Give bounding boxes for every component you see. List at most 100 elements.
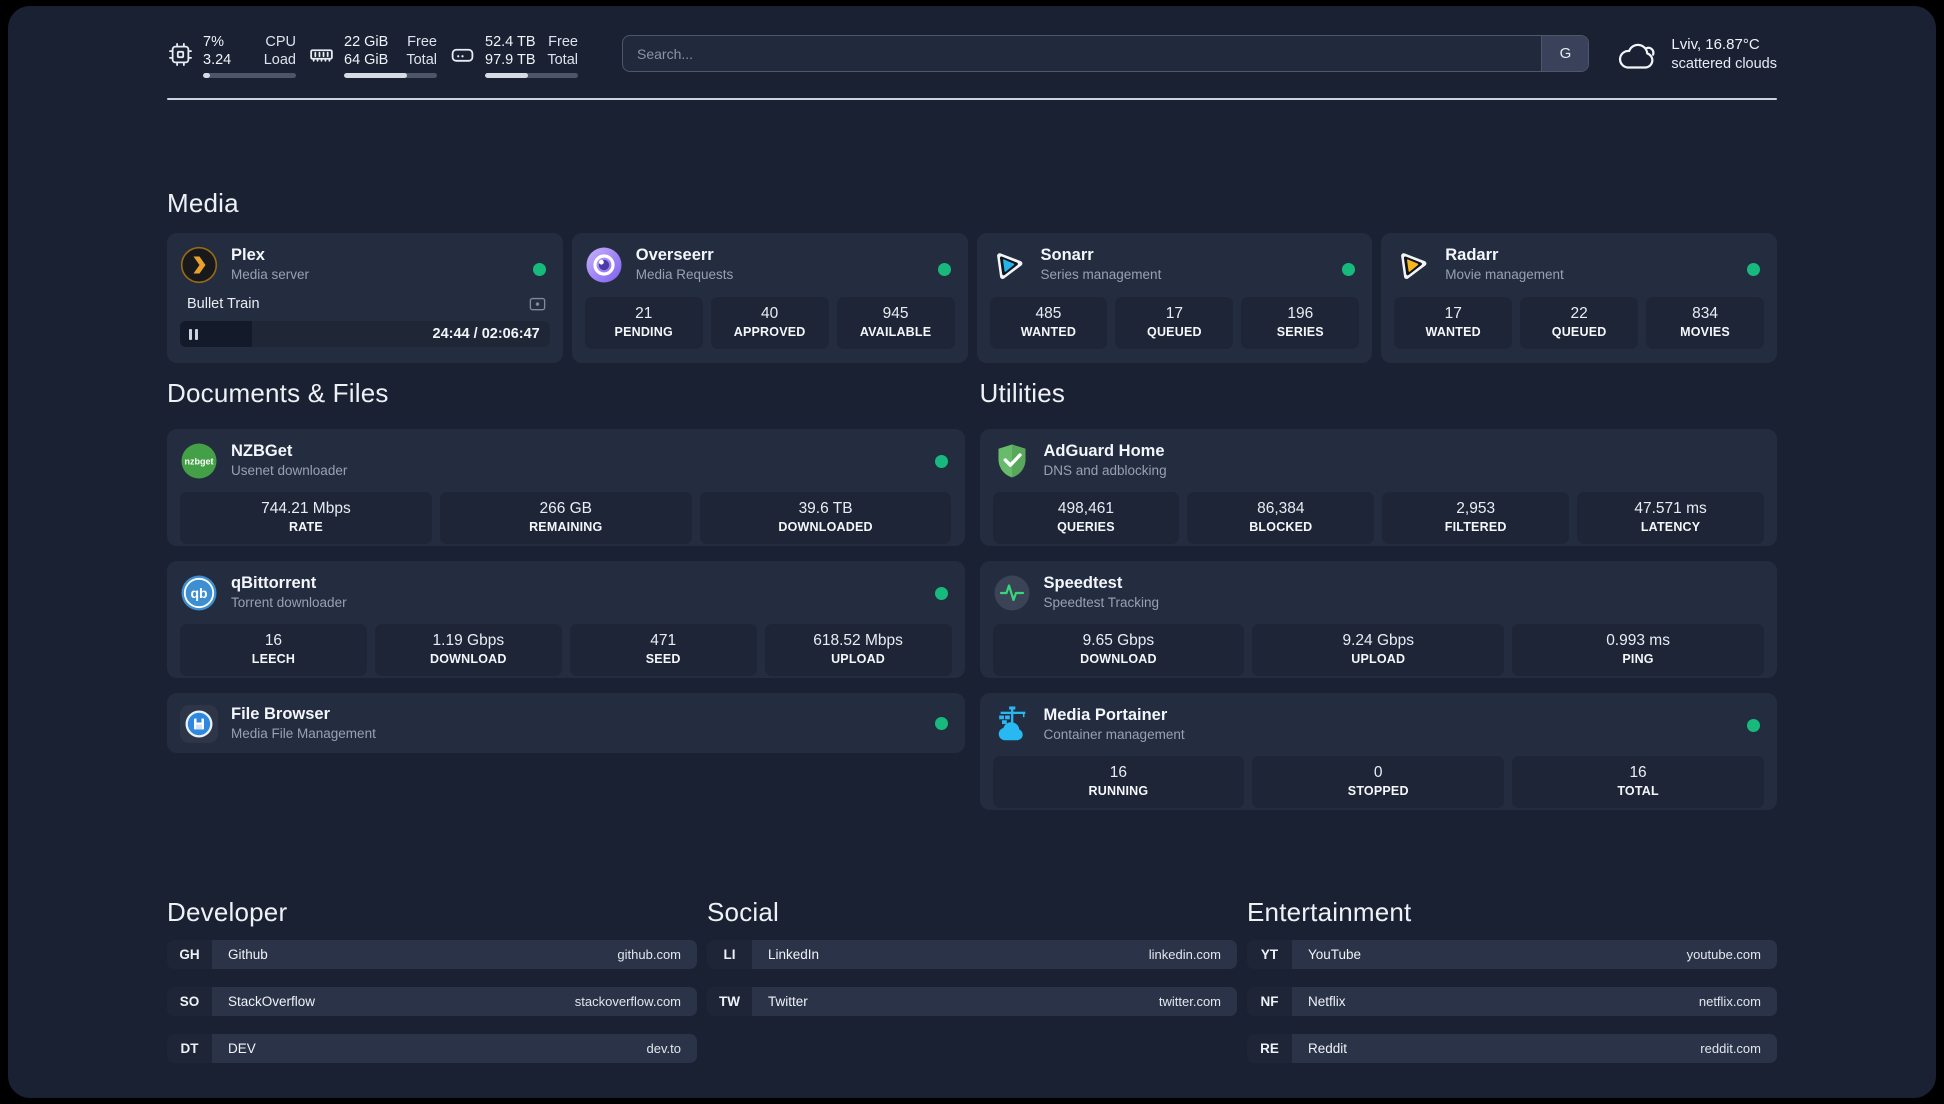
app-title: NZBGet bbox=[231, 442, 293, 460]
plex-icon bbox=[180, 246, 218, 284]
search-engine-button[interactable]: G bbox=[1541, 36, 1589, 71]
stat-pending: 21 PENDING bbox=[584, 297, 703, 349]
app-card-filebrowser[interactable]: File Browser Media File Management bbox=[167, 693, 965, 753]
load-label: Load bbox=[263, 51, 296, 68]
ram-icon bbox=[308, 41, 335, 68]
app-title: AdGuard Home bbox=[1043, 442, 1165, 460]
cpu-progress-fill bbox=[203, 73, 211, 78]
speedtest-icon bbox=[993, 574, 1031, 612]
app-description: DNS and adblocking bbox=[1043, 463, 1167, 478]
link-row-reddit[interactable]: RE Reddit reddit.com bbox=[1247, 1034, 1777, 1063]
link-tag: GH bbox=[167, 940, 212, 969]
stat-upload: 9.24 Gbps UPLOAD bbox=[1252, 624, 1505, 676]
ram-free-label: Free bbox=[407, 34, 437, 50]
link-url: netflix.com bbox=[1698, 994, 1761, 1009]
stat-wanted: 485 WANTED bbox=[989, 297, 1108, 349]
svg-text:qb: qb bbox=[190, 585, 207, 601]
stat-latency: 47.571 ms LATENCY bbox=[1577, 492, 1764, 544]
app-card-speedtest[interactable]: Speedtest Speedtest Tracking 9.65 Gbps DO… bbox=[979, 561, 1777, 678]
disk-icon bbox=[449, 41, 476, 68]
now-playing-title: Bullet Train bbox=[187, 296, 260, 312]
link-url: dev.to bbox=[646, 1041, 681, 1056]
link-row-linkedin[interactable]: LI LinkedIn linkedin.com bbox=[707, 940, 1237, 969]
stat-seed: 471 SEED bbox=[569, 624, 757, 676]
app-description: Media Requests bbox=[635, 267, 734, 282]
link-name: YouTube bbox=[1308, 947, 1362, 962]
link-name: DEV bbox=[228, 1041, 256, 1056]
link-row-dev[interactable]: DT DEV dev.to bbox=[167, 1034, 697, 1063]
link-row-stackoverflow[interactable]: SO StackOverflow stackoverflow.com bbox=[167, 987, 697, 1016]
status-dot bbox=[532, 263, 546, 276]
stat-ping: 0.993 ms PING bbox=[1512, 624, 1764, 676]
section-heading-documents: Documents & Files bbox=[167, 378, 389, 408]
stat-approved: 40 APPROVED bbox=[710, 297, 829, 349]
stat-running: 16 RUNNING bbox=[992, 756, 1245, 808]
ram-progress-bar bbox=[344, 73, 437, 78]
status-dot bbox=[1342, 263, 1356, 276]
stat-download: 9.65 Gbps DOWNLOAD bbox=[992, 624, 1245, 676]
link-tag: TW bbox=[707, 987, 752, 1016]
svg-text:nzbget: nzbget bbox=[185, 456, 214, 466]
disk-metric: 52.4 TB 97.9 TB Free Total bbox=[449, 34, 578, 78]
app-card-overseerr[interactable]: Overseerr Media Requests 21 PENDING 40 APP… bbox=[571, 233, 968, 363]
stat-queries: 498,461 QUERIES bbox=[992, 492, 1180, 544]
app-description: Usenet downloader bbox=[231, 463, 348, 478]
disk-progress-fill bbox=[485, 73, 528, 78]
app-title: File Browser bbox=[231, 705, 331, 723]
search-bar: G bbox=[622, 35, 1590, 72]
section-entertainment: Entertainment YT YouTube youtube.com NF N… bbox=[1247, 897, 1777, 1081]
app-title: Plex bbox=[231, 246, 265, 264]
cast-icon[interactable] bbox=[528, 295, 547, 314]
link-row-netflix[interactable]: NF Netflix netflix.com bbox=[1247, 987, 1777, 1016]
stat-remaining: 266 GB REMAINING bbox=[439, 492, 692, 544]
nzbget-icon: nzbget bbox=[180, 442, 218, 480]
disk-free-value: 52.4 TB bbox=[485, 34, 536, 50]
app-title: qBittorrent bbox=[231, 574, 317, 592]
portainer-icon bbox=[993, 705, 1031, 744]
app-card-adguard[interactable]: AdGuard Home DNS and adblocking 498,461 Q… bbox=[979, 429, 1777, 546]
link-tag: SO bbox=[167, 987, 212, 1016]
playback-progress-bar: 24:44 / 02:06:47 bbox=[180, 321, 550, 347]
link-tag: YT bbox=[1247, 940, 1292, 969]
cpu-icon bbox=[167, 41, 194, 68]
link-tag: DT bbox=[167, 1034, 212, 1063]
weather-widget: Lviv, 16.87°C scattered clouds bbox=[1615, 35, 1777, 74]
stat-rate: 744.21 Mbps RATE bbox=[180, 492, 432, 544]
section-heading-entertainment: Entertainment bbox=[1247, 897, 1412, 927]
search-input[interactable] bbox=[623, 36, 1542, 71]
section-heading-social: Social bbox=[707, 897, 780, 927]
link-name: Netflix bbox=[1308, 994, 1346, 1009]
link-row-twitter[interactable]: TW Twitter twitter.com bbox=[707, 987, 1237, 1016]
app-title: Media Portainer bbox=[1043, 706, 1168, 724]
pause-icon[interactable] bbox=[189, 328, 198, 340]
link-name: Twitter bbox=[768, 994, 808, 1009]
section-media: Media Plex Media server bbox=[167, 188, 1777, 363]
stat-stopped: 0 STOPPED bbox=[1252, 756, 1505, 808]
status-dot bbox=[1747, 263, 1760, 276]
app-card-nzbget[interactable]: nzbget NZBGet Usenet downloader 744.21 M… bbox=[167, 429, 965, 546]
status-dot bbox=[937, 263, 951, 276]
app-card-radarr[interactable]: Radarr Movie management 17 WANTED 22 QUEUE… bbox=[1381, 233, 1777, 363]
stat-wanted: 17 WANTED bbox=[1394, 297, 1513, 349]
link-tag: LI bbox=[707, 940, 752, 969]
sonarr-icon bbox=[990, 246, 1028, 284]
link-name: Github bbox=[228, 947, 268, 962]
app-title: Sonarr bbox=[1040, 246, 1094, 264]
link-row-github[interactable]: GH Github github.com bbox=[167, 940, 697, 969]
app-description: Speedtest Tracking bbox=[1043, 595, 1160, 610]
stat-leech: 16 LEECH bbox=[180, 624, 367, 676]
link-name: StackOverflow bbox=[228, 994, 316, 1009]
app-card-plex[interactable]: Plex Media server Bullet Train bbox=[167, 233, 563, 363]
radarr-icon bbox=[1394, 246, 1432, 284]
cloud-icon bbox=[1615, 37, 1659, 73]
app-card-portainer[interactable]: Media Portainer Container management 16 R… bbox=[979, 693, 1777, 810]
stat-queued: 17 QUEUED bbox=[1115, 297, 1234, 349]
stat-series: 196 SERIES bbox=[1241, 297, 1360, 349]
app-card-qbittorrent[interactable]: qb qBittorrent Torrent downloader 16 LEEC… bbox=[167, 561, 965, 678]
app-description: Torrent downloader bbox=[231, 595, 347, 610]
app-card-sonarr[interactable]: Sonarr Series management 485 WANTED 17 QUE… bbox=[976, 233, 1373, 363]
stat-download: 1.19 Gbps DOWNLOAD bbox=[374, 624, 562, 676]
link-tag: NF bbox=[1247, 987, 1292, 1016]
section-social: Social LI LinkedIn linkedin.com TW Twitte… bbox=[707, 897, 1237, 1034]
link-row-youtube[interactable]: YT YouTube youtube.com bbox=[1247, 940, 1777, 969]
